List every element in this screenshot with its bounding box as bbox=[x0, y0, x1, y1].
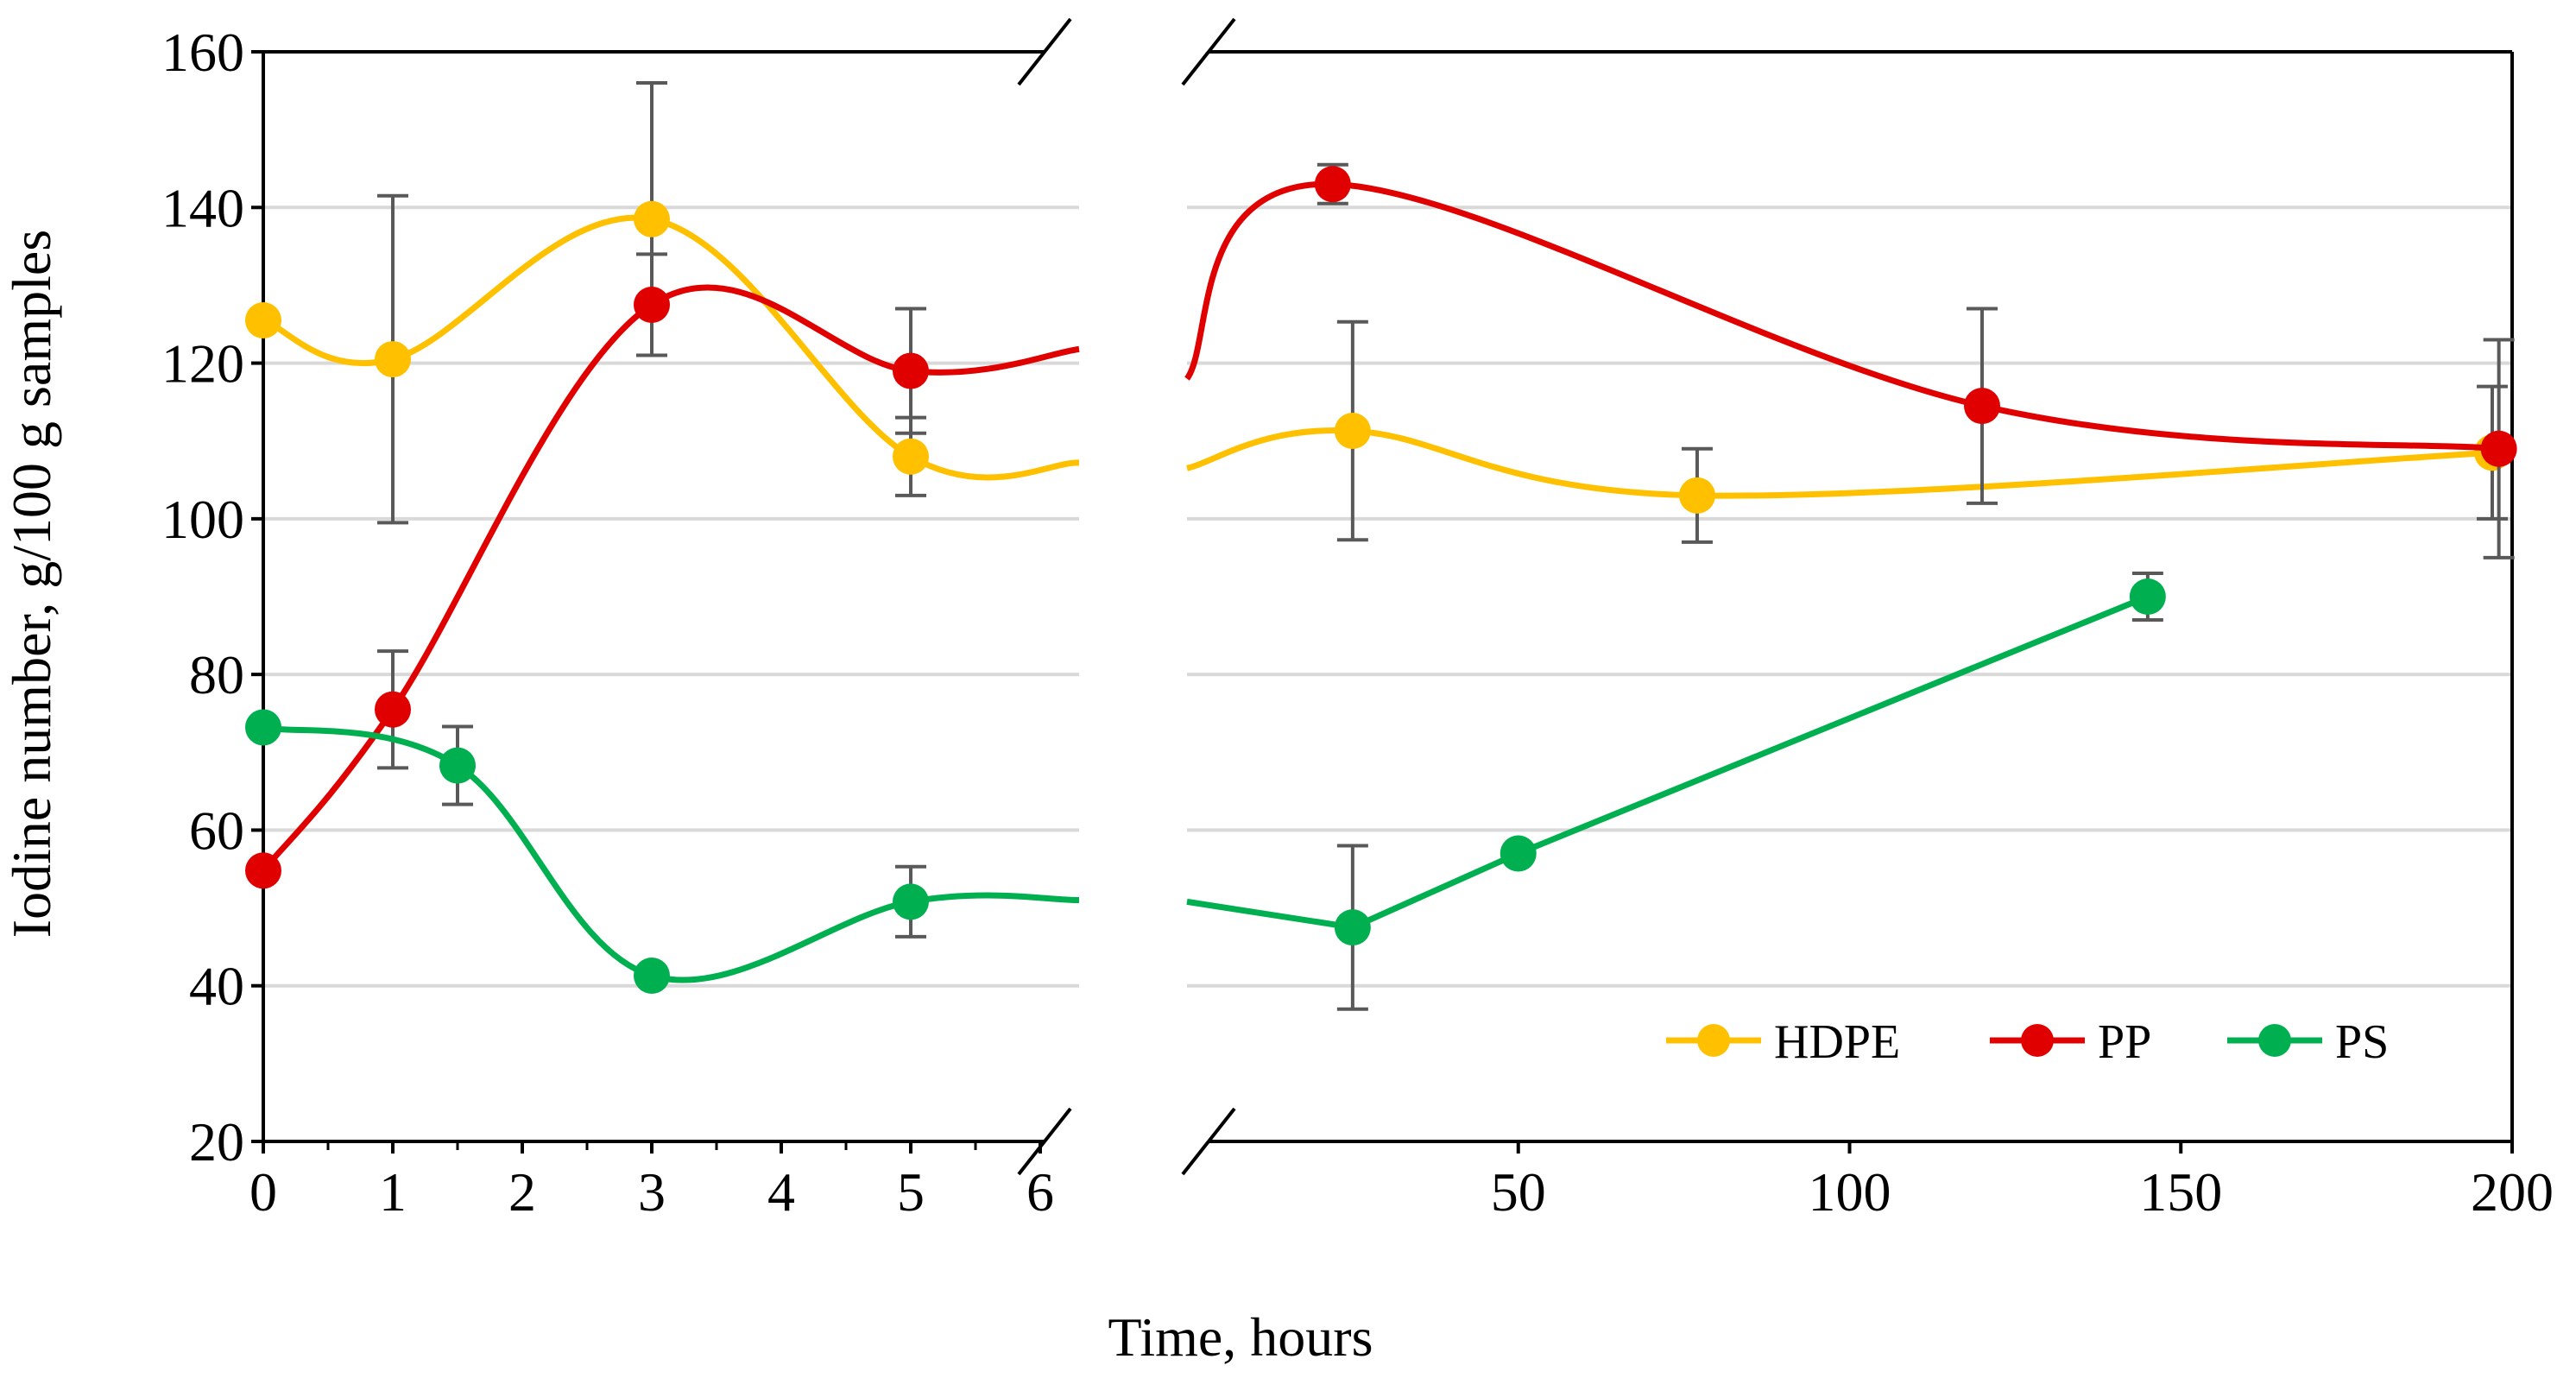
data-point-ps bbox=[1334, 909, 1371, 946]
y-tick-label: 100 bbox=[161, 489, 244, 550]
series-line bbox=[1186, 427, 2493, 499]
x-tick-label: 5 bbox=[897, 1161, 925, 1223]
x-tick-label: 200 bbox=[2471, 1161, 2554, 1223]
legend: HDPE PP PS bbox=[1666, 1015, 2389, 1069]
series bbox=[245, 81, 2517, 1011]
gridlines bbox=[263, 205, 2512, 988]
axes bbox=[262, 17, 2514, 1176]
series-line bbox=[262, 724, 1080, 983]
axis-break-mark bbox=[1017, 17, 1072, 86]
legend-label: PP bbox=[2098, 1015, 2151, 1069]
data-point-hdpe bbox=[893, 438, 929, 475]
series-line bbox=[261, 284, 1080, 873]
y-tick-label: 60 bbox=[189, 800, 244, 861]
data-point-pp bbox=[634, 286, 670, 323]
x-tick-label: 1 bbox=[379, 1161, 407, 1223]
data-point-ps bbox=[2129, 578, 2166, 615]
y-tick-label: 160 bbox=[161, 22, 244, 83]
axis-break-mark bbox=[1181, 17, 1236, 86]
series-line bbox=[1184, 180, 2499, 452]
legend-item-pp: PP bbox=[1990, 1015, 2151, 1069]
series-pp bbox=[245, 162, 2517, 889]
series-line bbox=[1186, 593, 2150, 931]
y-axis-title: Iodine number, g/100 g samples bbox=[1, 230, 62, 938]
data-point-pp bbox=[1964, 388, 2000, 425]
axis-break-mark bbox=[1181, 1107, 1236, 1176]
x-tick-label: 6 bbox=[1026, 1161, 1054, 1223]
data-point-pp bbox=[1314, 166, 1351, 203]
data-point-ps bbox=[893, 883, 929, 920]
data-point-ps bbox=[245, 709, 281, 746]
data-point-pp bbox=[2480, 430, 2517, 467]
y-tick-label: 80 bbox=[189, 644, 244, 705]
data-point-hdpe bbox=[634, 200, 670, 237]
series-hdpe bbox=[245, 81, 2510, 544]
data-point-hdpe bbox=[245, 301, 281, 338]
x-tick-label: 100 bbox=[1809, 1161, 1891, 1223]
y-tick-label: 20 bbox=[189, 1111, 244, 1173]
x-tick-label: 2 bbox=[508, 1161, 536, 1223]
data-point-pp bbox=[245, 852, 281, 889]
legend-swatch-marker bbox=[1697, 1024, 1730, 1057]
x-tick-label: 4 bbox=[767, 1161, 795, 1223]
tick-labels: 20 40 60 80 100 120 140 160 0 1 2 3 4 5 6 50 100 150 200 bbox=[161, 22, 2554, 1223]
legend-swatch-marker bbox=[2021, 1024, 2054, 1057]
legend-item-hdpe: HDPE bbox=[1666, 1015, 1900, 1069]
y-tick-label: 140 bbox=[161, 177, 244, 238]
data-point-ps bbox=[439, 747, 476, 784]
data-point-ps bbox=[634, 957, 670, 994]
legend-swatch-marker bbox=[2258, 1024, 2291, 1057]
data-point-ps bbox=[1500, 835, 1537, 872]
data-point-pp bbox=[375, 691, 411, 728]
y-tick-label: 120 bbox=[161, 333, 244, 395]
legend-item-ps: PS bbox=[2227, 1015, 2389, 1069]
data-point-hdpe bbox=[1678, 477, 1715, 514]
x-tick-label: 150 bbox=[2139, 1161, 2222, 1223]
data-point-pp bbox=[893, 352, 929, 389]
x-axis-title: Time, hours bbox=[1108, 1306, 1373, 1368]
x-tick-label: 0 bbox=[249, 1161, 277, 1223]
legend-label: HDPE bbox=[1774, 1015, 1900, 1069]
axis-break-mark bbox=[1017, 1107, 1072, 1176]
series-ps bbox=[245, 571, 2166, 1011]
data-point-hdpe bbox=[375, 341, 411, 378]
x-tick-label: 3 bbox=[638, 1161, 666, 1223]
legend-label: PS bbox=[2335, 1015, 2389, 1069]
y-tick-label: 40 bbox=[189, 956, 244, 1017]
data-point-hdpe bbox=[1334, 412, 1371, 449]
x-tick-label: 50 bbox=[1491, 1161, 1546, 1223]
